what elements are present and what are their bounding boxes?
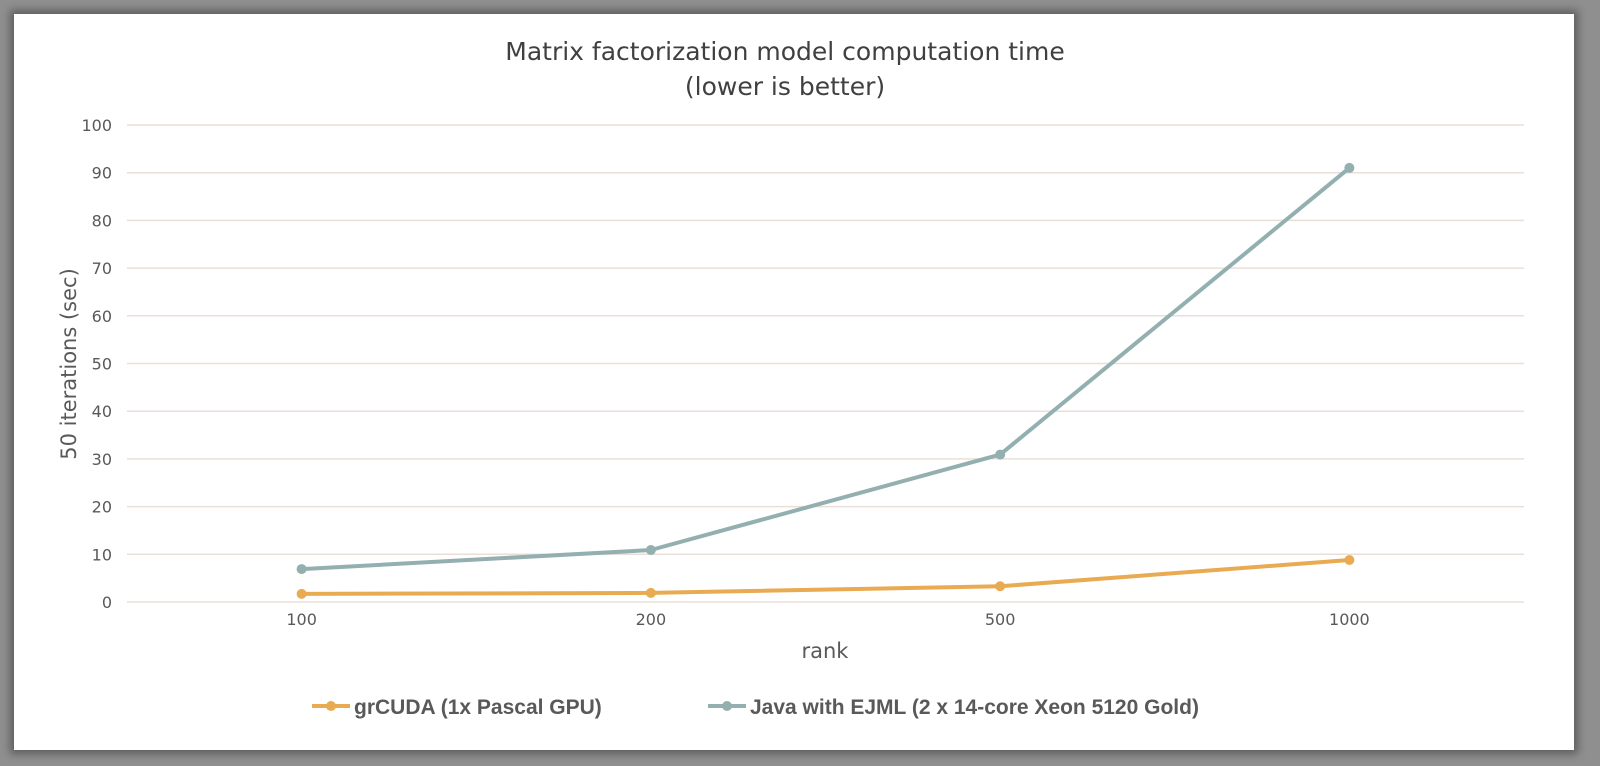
data-point — [645, 545, 656, 556]
series-line — [301, 166, 1351, 572]
chart-subtitle: (lower is better) — [685, 72, 885, 101]
chart-title: Matrix factorization model computation t… — [505, 37, 1064, 66]
y-tick-label: 50 — [92, 355, 112, 374]
data-point — [1344, 162, 1355, 173]
legend-item: grCUDA (1x Pascal GPU) — [312, 696, 602, 719]
y-tick-label: 40 — [92, 402, 112, 421]
x-tick-label: 1000 — [1329, 610, 1370, 629]
y-axis-label: 50 iterations (sec) — [57, 268, 81, 460]
data-point — [995, 581, 1006, 592]
data-point — [995, 449, 1006, 460]
y-tick-label: 10 — [92, 545, 112, 564]
legend-label: grCUDA (1x Pascal GPU) — [354, 696, 602, 719]
y-tick-label: 70 — [92, 259, 112, 278]
data-point — [296, 588, 307, 599]
y-tick-label: 0 — [102, 593, 112, 612]
data-point — [1344, 555, 1355, 566]
x-tick-label: 500 — [985, 610, 1016, 629]
x-tick-label: 100 — [286, 610, 317, 629]
y-tick-label: 80 — [92, 211, 112, 230]
data-point — [296, 564, 307, 575]
legend-label: Java with EJML (2 x 14-core Xeon 5120 Go… — [750, 696, 1199, 719]
x-tick-label: 200 — [636, 610, 667, 629]
y-tick-label: 20 — [92, 498, 112, 517]
data-point — [645, 587, 656, 598]
x-axis-label: rank — [802, 639, 850, 663]
y-tick-label: 30 — [92, 450, 112, 469]
chart-frame: Matrix factorization model computation t… — [14, 14, 1574, 750]
y-tick-label: 90 — [92, 164, 112, 183]
series-line — [301, 558, 1350, 596]
legend-marker — [326, 701, 336, 711]
y-tick-label: 100 — [81, 116, 112, 135]
y-tick-label: 60 — [92, 307, 112, 326]
line-chart: Matrix factorization model computation t… — [57, 37, 1524, 719]
legend-item: Java with EJML (2 x 14-core Xeon 5120 Go… — [708, 696, 1199, 719]
legend-marker — [722, 701, 732, 711]
